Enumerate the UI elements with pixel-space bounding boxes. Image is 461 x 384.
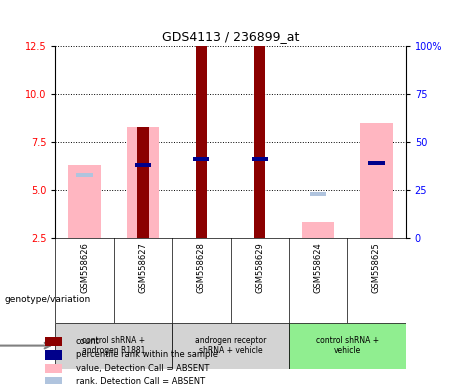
Bar xyxy=(360,123,393,238)
Bar xyxy=(310,192,326,196)
Text: GSM558627: GSM558627 xyxy=(138,242,148,293)
Text: value, Detection Call = ABSENT: value, Detection Call = ABSENT xyxy=(76,364,209,373)
Text: GSM558629: GSM558629 xyxy=(255,242,264,293)
Text: androgen receptor
shRNA + vehicle: androgen receptor shRNA + vehicle xyxy=(195,336,266,355)
Text: genotype/variation: genotype/variation xyxy=(5,295,91,304)
Bar xyxy=(368,161,384,165)
Text: GSM558625: GSM558625 xyxy=(372,242,381,293)
FancyBboxPatch shape xyxy=(289,323,406,369)
FancyBboxPatch shape xyxy=(55,323,172,369)
Bar xyxy=(127,127,159,238)
Bar xyxy=(68,165,101,238)
Bar xyxy=(252,157,268,161)
Title: GDS4113 / 236899_at: GDS4113 / 236899_at xyxy=(162,30,299,43)
Bar xyxy=(45,350,62,360)
Bar xyxy=(137,127,148,238)
Text: GSM558628: GSM558628 xyxy=(197,242,206,293)
Text: count: count xyxy=(76,337,100,346)
Bar xyxy=(302,222,334,238)
Bar xyxy=(193,157,209,161)
Bar xyxy=(254,46,266,238)
Text: rank, Detection Call = ABSENT: rank, Detection Call = ABSENT xyxy=(76,377,205,384)
Text: percentile rank within the sample: percentile rank within the sample xyxy=(76,351,218,359)
Bar xyxy=(135,163,151,167)
Text: GSM558626: GSM558626 xyxy=(80,242,89,293)
Bar xyxy=(45,337,62,346)
Bar xyxy=(45,377,62,384)
Bar xyxy=(77,173,93,177)
Text: control shRNA +
androgen R1881: control shRNA + androgen R1881 xyxy=(82,336,145,355)
Text: GSM558624: GSM558624 xyxy=(313,242,323,293)
Bar xyxy=(195,46,207,238)
Bar xyxy=(45,364,62,373)
FancyBboxPatch shape xyxy=(172,323,289,369)
Text: control shRNA +
vehicle: control shRNA + vehicle xyxy=(316,336,379,355)
